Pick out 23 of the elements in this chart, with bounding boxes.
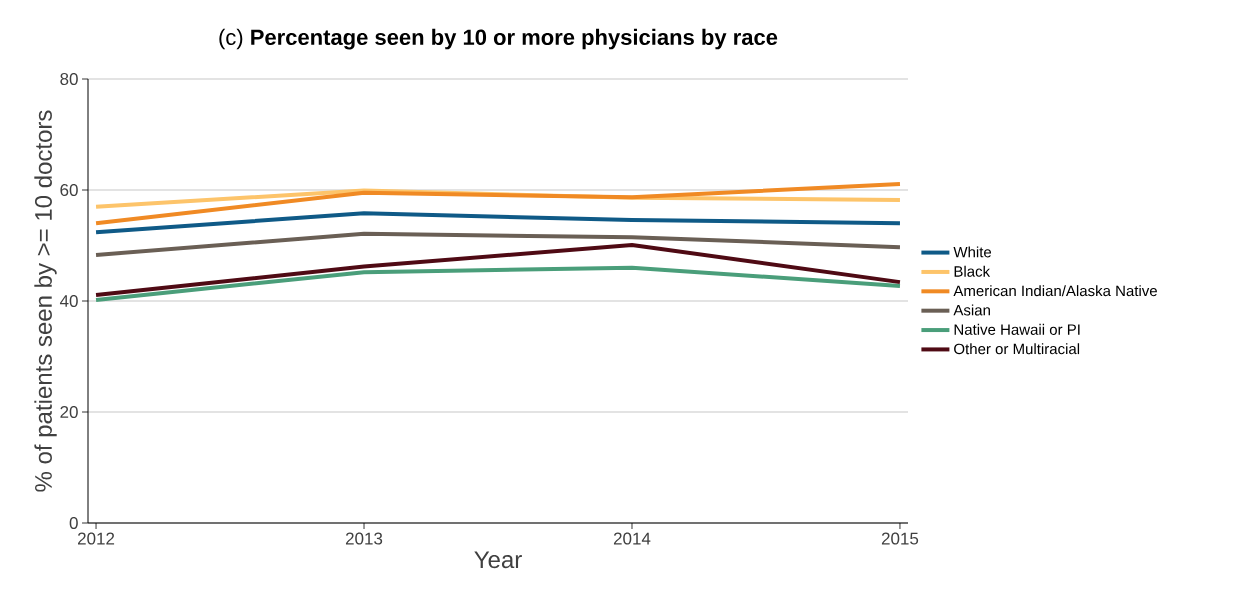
legend-label: Asian [953, 304, 990, 316]
x-tick-label: 2014 [613, 532, 651, 545]
x-axis-title: Year [474, 551, 522, 569]
y-tick-label: 20 [60, 405, 78, 419]
x-tick-label: 2013 [345, 532, 383, 545]
y-tick-label: 80 [60, 72, 78, 86]
y-axis-title: % of patients seen by >= 10 doctors [34, 110, 57, 492]
line-series [94, 242, 902, 297]
line-series [94, 211, 902, 235]
y-tick-label: 40 [59, 294, 78, 308]
y-tick-label: 0 [69, 516, 78, 530]
legend-label: Other or Multiracial [954, 343, 1080, 355]
x-tick-label: 2015 [881, 532, 919, 545]
legend-label: White [953, 246, 992, 258]
y-tick-label: 60 [60, 183, 78, 197]
legend-label: Native Hawaii or PI [954, 323, 1080, 335]
legend-label: Black [954, 265, 991, 277]
line-series [94, 265, 902, 302]
legend-label: American Indian/Alaska Native [953, 285, 1157, 297]
chart-title: (c) Percentage seen by 10 or more physicians by race [219, 28, 778, 50]
line-series [94, 231, 902, 257]
line-series [94, 181, 902, 226]
x-tick-label: 2012 [78, 532, 115, 545]
